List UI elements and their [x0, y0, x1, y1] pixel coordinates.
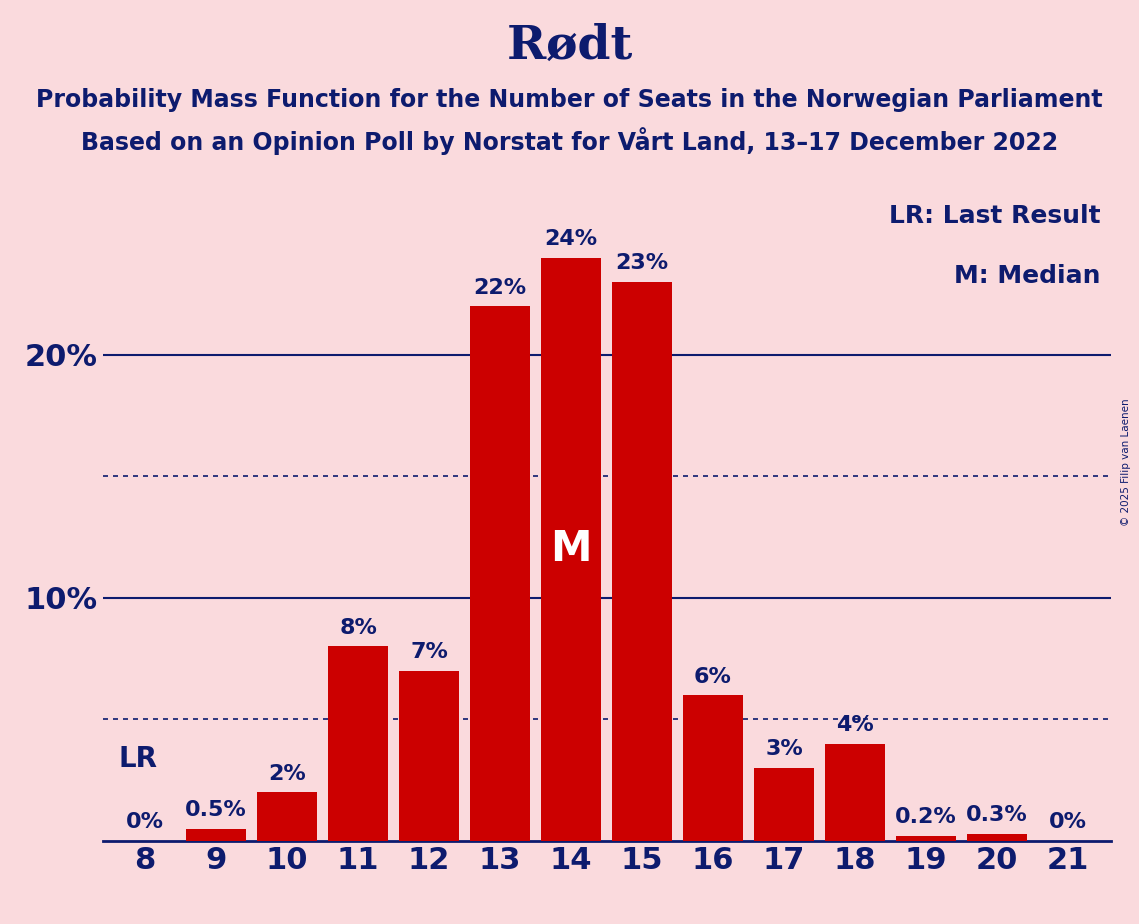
Text: 0%: 0% [1049, 812, 1087, 833]
Bar [825, 744, 885, 841]
Text: 23%: 23% [615, 253, 669, 274]
Text: M: M [550, 529, 592, 570]
Text: 7%: 7% [410, 642, 448, 663]
Bar [541, 258, 601, 841]
Text: Based on an Opinion Poll by Norstat for Vårt Land, 13–17 December 2022: Based on an Opinion Poll by Norstat for … [81, 128, 1058, 155]
Text: 0%: 0% [126, 812, 164, 833]
Text: © 2025 Filip van Laenen: © 2025 Filip van Laenen [1121, 398, 1131, 526]
Bar [470, 306, 531, 841]
Bar [399, 671, 459, 841]
Text: 22%: 22% [474, 278, 526, 298]
Text: 6%: 6% [694, 666, 732, 687]
Text: 4%: 4% [836, 715, 874, 736]
Text: 0.3%: 0.3% [966, 805, 1027, 825]
Text: 0.5%: 0.5% [186, 800, 247, 821]
Text: 2%: 2% [268, 764, 306, 784]
Bar [612, 282, 672, 841]
Text: Probability Mass Function for the Number of Seats in the Norwegian Parliament: Probability Mass Function for the Number… [36, 88, 1103, 112]
Text: 24%: 24% [544, 229, 598, 249]
Text: LR: LR [118, 745, 157, 772]
Text: Rødt: Rødt [507, 23, 632, 69]
Bar [754, 768, 814, 841]
Text: LR: Last Result: LR: Last Result [888, 204, 1100, 228]
Bar [895, 836, 956, 841]
Text: 8%: 8% [339, 618, 377, 638]
Text: 0.2%: 0.2% [895, 808, 957, 828]
Bar [257, 792, 318, 841]
Bar [967, 833, 1027, 841]
Bar [328, 647, 388, 841]
Text: M: Median: M: Median [954, 263, 1100, 287]
Bar [186, 829, 246, 841]
Text: 3%: 3% [765, 739, 803, 760]
Bar [682, 695, 743, 841]
